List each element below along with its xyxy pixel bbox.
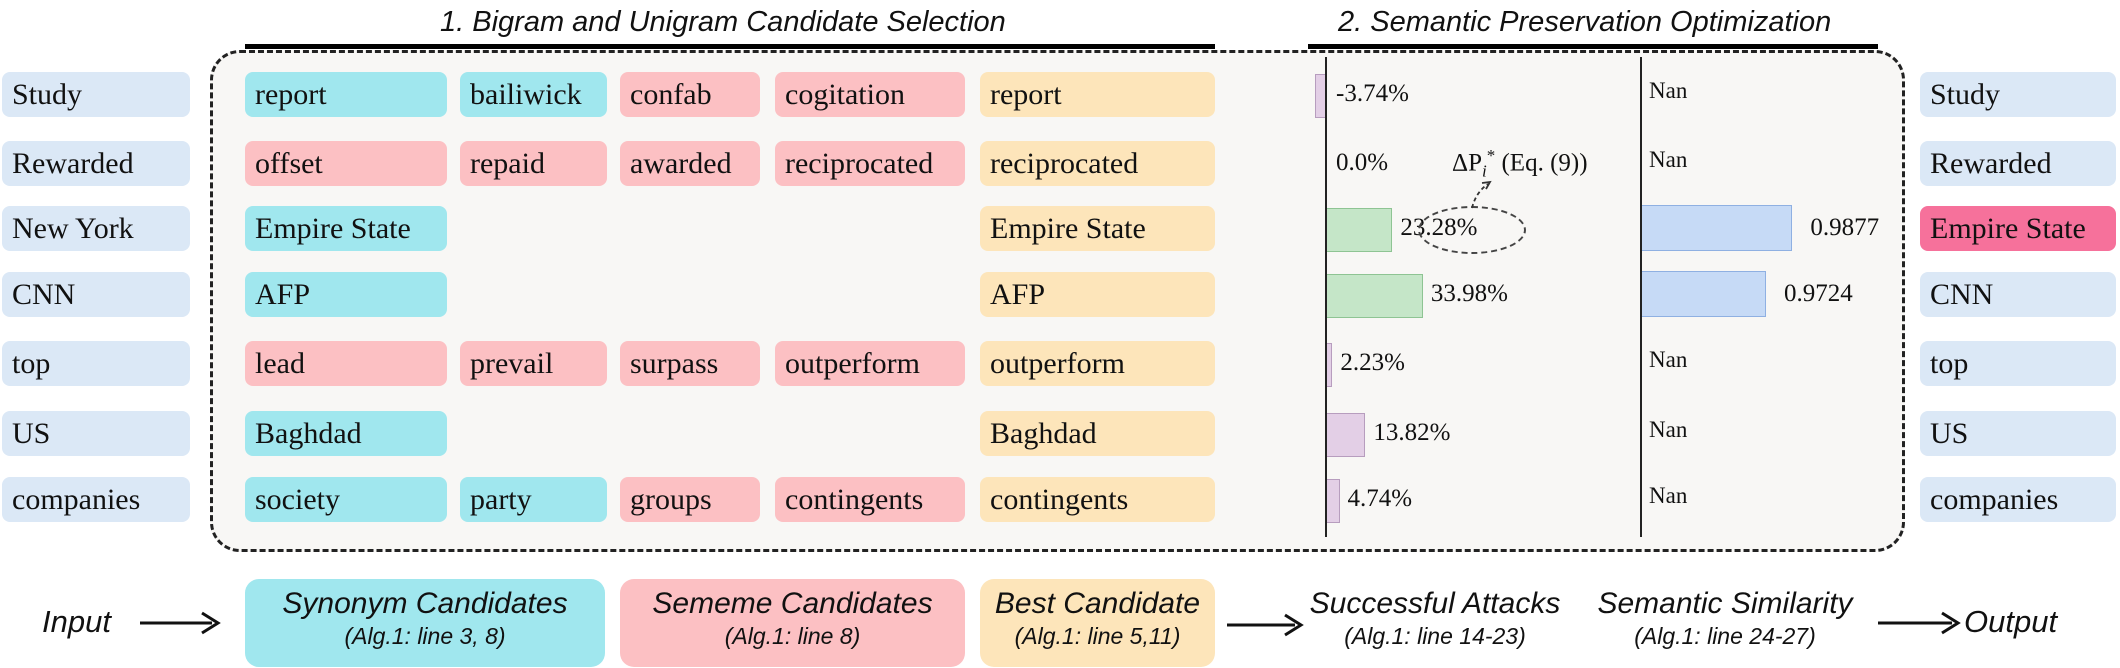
delta-value: -3.74%: [1336, 80, 1409, 107]
input-word: US: [2, 411, 190, 456]
section-title-semantic-optimization: 2. Semantic Preservation Optimization: [1338, 6, 1832, 38]
synonym-candidate: Empire State: [245, 206, 447, 251]
annotation-arrow: [1471, 180, 1492, 209]
legend-sememe-title: Sememe Candidates: [652, 587, 933, 620]
input-word: Study: [2, 72, 190, 117]
delta-value: 2.23%: [1340, 349, 1405, 376]
similarity-value: Nan: [1649, 417, 1688, 442]
synonym-candidate: bailiwick: [460, 72, 607, 117]
sememe-candidate: outperform: [775, 341, 965, 386]
output-word-changed: Empire State: [1920, 206, 2116, 251]
synonym-candidate: society: [245, 477, 447, 522]
similarity-value: Nan: [1649, 147, 1688, 172]
legend-synonym-sub: (Alg.1: line 3, 8): [344, 623, 506, 649]
sememe-candidate: confab: [620, 72, 760, 117]
output-word: companies: [1920, 477, 2116, 522]
input-word: companies: [2, 477, 190, 522]
legend-sememe-sub: (Alg.1: line 8): [724, 623, 861, 649]
similarity-value: 0.9724: [1784, 280, 1853, 307]
input-word: New York: [2, 206, 190, 251]
legend-semantic-similarity: Semantic Similarity (Alg.1: line 24-27): [1590, 587, 1860, 650]
delta-annotation: ΔPi* (Eq. (9)): [1452, 146, 1588, 181]
similarity-bar: [1641, 205, 1793, 251]
synonym-candidate: party: [460, 477, 607, 522]
best-candidate: Baghdad: [980, 411, 1215, 456]
legend-synonym-candidates: Synonym Candidates (Alg.1: line 3, 8): [245, 579, 605, 667]
sememe-candidate: contingents: [775, 477, 965, 522]
delta-value: 13.82%: [1373, 419, 1451, 446]
input-label: Input: [42, 604, 111, 639]
legend-best-candidate: Best Candidate (Alg.1: line 5,11): [980, 579, 1215, 667]
sememe-candidate: cogitation: [775, 72, 965, 117]
best-candidate: AFP: [980, 272, 1215, 317]
delta-value: 4.74%: [1347, 485, 1413, 512]
legend-similarity-title: Semantic Similarity: [1597, 587, 1853, 620]
similarity-value: Nan: [1649, 347, 1688, 372]
sememe-candidate: surpass: [620, 341, 760, 386]
output-word: Study: [1920, 72, 2116, 117]
section-title-candidate-selection: 1. Bigram and Unigram Candidate Selectio…: [440, 6, 1006, 38]
output-word: CNN: [1920, 272, 2116, 317]
input-word: Rewarded: [2, 141, 190, 186]
synonym-candidate: report: [245, 72, 447, 117]
best-candidate: contingents: [980, 477, 1215, 522]
sememe-candidate: reciprocated: [775, 141, 965, 186]
legend-attacks-title: Successful Attacks: [1309, 587, 1561, 620]
output-arrow-icon: [1878, 611, 1961, 635]
output-word: US: [1920, 411, 2116, 456]
delta-bar: [1326, 208, 1393, 252]
input-arrow-icon: [140, 611, 221, 635]
delta-bar: [1326, 479, 1340, 523]
input-word: CNN: [2, 272, 190, 317]
legend-similarity-sub: (Alg.1: line 24-27): [1634, 623, 1816, 649]
delta-value: 0.0%: [1336, 149, 1389, 176]
similarity-axis-line: [1640, 57, 1642, 537]
sememe-candidate: prevail: [460, 341, 607, 386]
sememe-candidate: repaid: [460, 141, 607, 186]
legend-sememe-candidates: Sememe Candidates (Alg.1: line 8): [620, 579, 965, 667]
output-word: Rewarded: [1920, 141, 2116, 186]
similarity-value: Nan: [1649, 483, 1688, 508]
best-candidate: reciprocated: [980, 141, 1215, 186]
best-candidate: Empire State: [980, 206, 1215, 251]
input-word: top: [2, 341, 190, 386]
output-label: Output: [1964, 604, 2058, 639]
similarity-bar: [1641, 271, 1766, 317]
similarity-value: Nan: [1649, 78, 1688, 103]
highlight-ellipse: [1418, 206, 1526, 254]
legend-attacks-sub: (Alg.1: line 14-23): [1344, 623, 1526, 649]
sememe-candidate: groups: [620, 477, 760, 522]
legend-best-sub: (Alg.1: line 5,11): [1014, 623, 1181, 649]
synonym-candidate: AFP: [245, 272, 447, 317]
legend-best-title: Best Candidate: [994, 587, 1201, 620]
sememe-candidate: lead: [245, 341, 447, 386]
sememe-candidate: offset: [245, 141, 447, 186]
section-underline-semantic-optimization: [1308, 44, 1878, 49]
delta-bar: [1326, 274, 1423, 318]
best-to-attacks-arrow-icon: [1227, 613, 1304, 637]
synonym-candidate: Baghdad: [245, 411, 447, 456]
best-candidate: outperform: [980, 341, 1215, 386]
output-word: top: [1920, 341, 2116, 386]
best-candidate: report: [980, 72, 1215, 117]
delta-axis-line: [1325, 57, 1327, 537]
legend-synonym-title: Synonym Candidates: [282, 587, 568, 620]
delta-bar: [1326, 413, 1366, 457]
sememe-candidate: awarded: [620, 141, 760, 186]
similarity-value: 0.9877: [1810, 214, 1880, 241]
legend-successful-attacks: Successful Attacks (Alg.1: line 14-23): [1300, 587, 1570, 650]
delta-value: 33.98%: [1430, 280, 1508, 307]
section-underline-candidate-selection: [245, 44, 1215, 49]
